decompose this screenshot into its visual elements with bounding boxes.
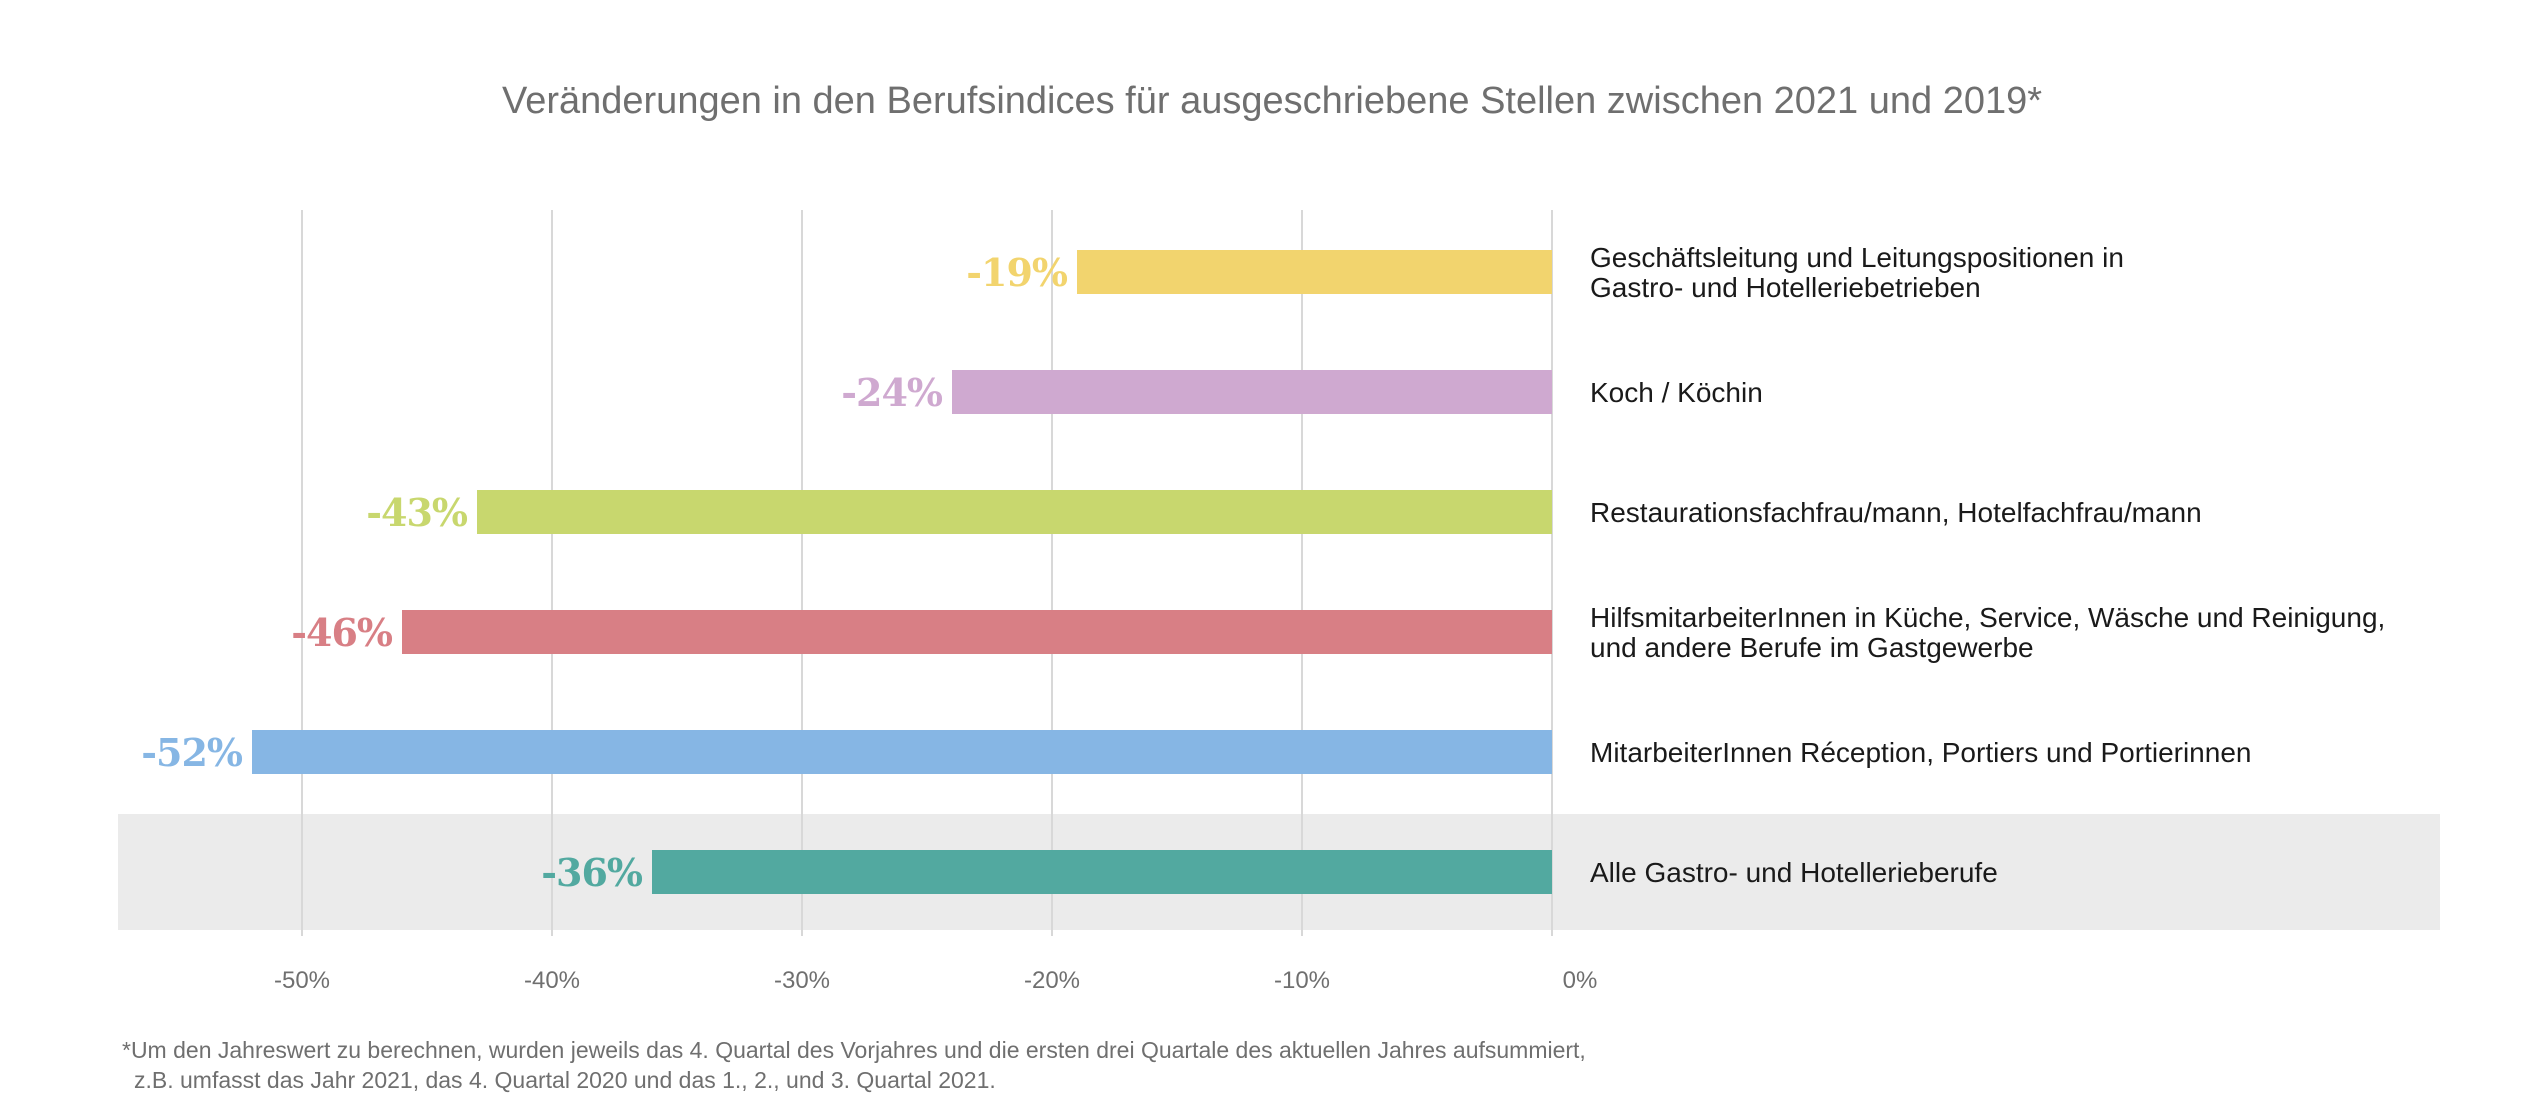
footnote-line-1: *Um den Jahreswert zu berechnen, wurden …	[122, 1037, 1586, 1063]
x-tick-label: -10%	[1274, 967, 1330, 994]
category-label: Geschäftsleitung und Leitungspositionen …	[1590, 242, 2124, 273]
bar	[652, 850, 1552, 894]
gridlines	[301, 210, 1553, 936]
x-tick-label: -50%	[274, 967, 330, 994]
category-label: und andere Berufe im Gastgewerbe	[1590, 632, 2034, 663]
value-label: -36%	[541, 850, 643, 895]
value-label: -24%	[841, 370, 943, 415]
chart-title: Veränderungen in den Berufsindices für a…	[502, 80, 2042, 122]
category-label: Koch / Köchin	[1590, 377, 1763, 408]
category-label: HilfsmitarbeiterInnen in Küche, Service,…	[1590, 602, 2385, 633]
value-label: -46%	[291, 610, 393, 655]
x-tick-label: 0%	[1563, 967, 1598, 994]
x-tick-label: -20%	[1024, 967, 1080, 994]
category-label: MitarbeiterInnen Réception, Portiers und…	[1590, 737, 2251, 768]
value-label: -43%	[366, 490, 468, 535]
category-label: Gastro- und Hotelleriebetrieben	[1590, 272, 1981, 303]
bar	[477, 490, 1552, 534]
bar	[402, 610, 1552, 654]
bar	[1077, 250, 1552, 294]
x-tick-label: -40%	[524, 967, 580, 994]
x-tick-label: -30%	[774, 967, 830, 994]
bars: -19% Geschäftsleitung und Leitungspositio…	[141, 242, 2385, 895]
bar	[952, 370, 1552, 414]
value-label: -52%	[141, 730, 243, 775]
footnote-line-2: z.B. umfasst das Jahr 2021, das 4. Quart…	[134, 1067, 996, 1093]
value-label: -19%	[966, 250, 1068, 295]
bar	[252, 730, 1552, 774]
category-label: Alle Gastro- und Hotellerieberufe	[1590, 857, 1998, 888]
x-axis-ticks: -50% -40% -30% -20% -10% 0%	[274, 967, 1597, 994]
category-label: Restaurationsfachfrau/mann, Hotelfachfra…	[1590, 497, 2202, 528]
